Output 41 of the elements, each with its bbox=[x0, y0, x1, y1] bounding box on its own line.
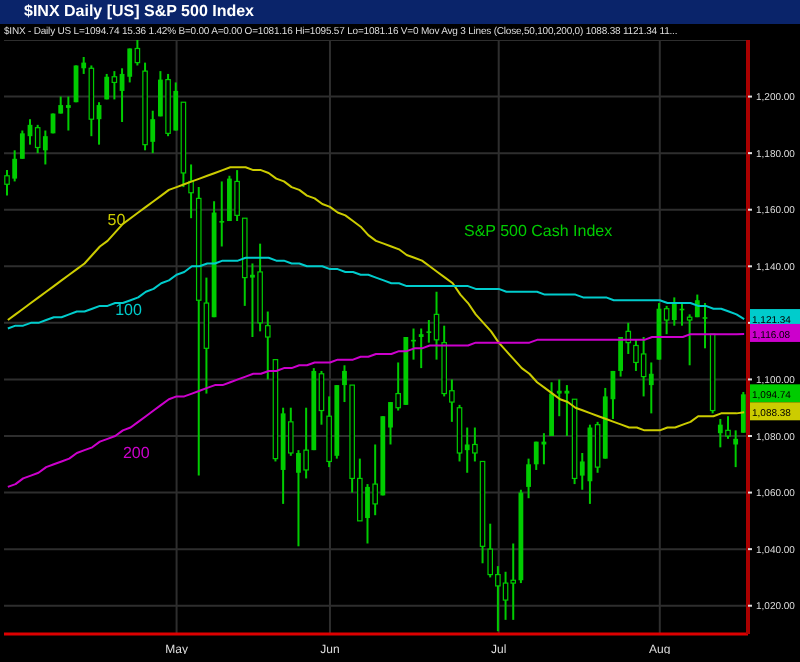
candlestick bbox=[740, 390, 746, 434]
candlestick bbox=[556, 378, 562, 418]
series-label: 100 bbox=[115, 301, 144, 320]
candlestick bbox=[510, 542, 517, 621]
candlestick bbox=[733, 429, 739, 469]
candlestick bbox=[111, 70, 118, 101]
chart-title: $INX Daily [US] S&P 500 Index bbox=[0, 0, 800, 24]
candlestick bbox=[686, 313, 693, 367]
candlestick bbox=[227, 174, 232, 223]
candlestick bbox=[19, 129, 25, 160]
candlestick bbox=[671, 296, 677, 327]
candlestick bbox=[12, 149, 18, 183]
candlestick bbox=[418, 327, 424, 370]
candlestick bbox=[526, 457, 531, 500]
candlestick bbox=[127, 47, 133, 84]
candlestick bbox=[264, 310, 271, 381]
candlestick bbox=[65, 95, 71, 132]
series-label: 200 bbox=[122, 444, 151, 463]
candlestick bbox=[104, 72, 110, 101]
candlestick bbox=[365, 483, 370, 545]
candlestick bbox=[618, 336, 624, 378]
candlestick bbox=[456, 403, 463, 463]
candlestick bbox=[725, 415, 731, 440]
candlestick bbox=[717, 418, 723, 449]
candlestick bbox=[633, 338, 639, 372]
series-label: 50 bbox=[107, 210, 127, 229]
candlestick bbox=[549, 381, 554, 437]
line-series bbox=[6, 332, 746, 488]
candlestick bbox=[426, 319, 432, 344]
candlestick bbox=[502, 570, 509, 621]
candlestick bbox=[702, 302, 708, 350]
candlestick bbox=[533, 440, 539, 471]
candlestick bbox=[487, 522, 494, 579]
line-series bbox=[6, 256, 746, 330]
candlestick bbox=[472, 426, 478, 463]
candlestick bbox=[648, 361, 654, 415]
candlestick bbox=[640, 336, 647, 398]
annotation: S&P 500 Cash Index bbox=[464, 222, 613, 240]
candlestick bbox=[188, 163, 194, 220]
candlestick bbox=[42, 129, 48, 166]
candlestick bbox=[234, 169, 240, 223]
